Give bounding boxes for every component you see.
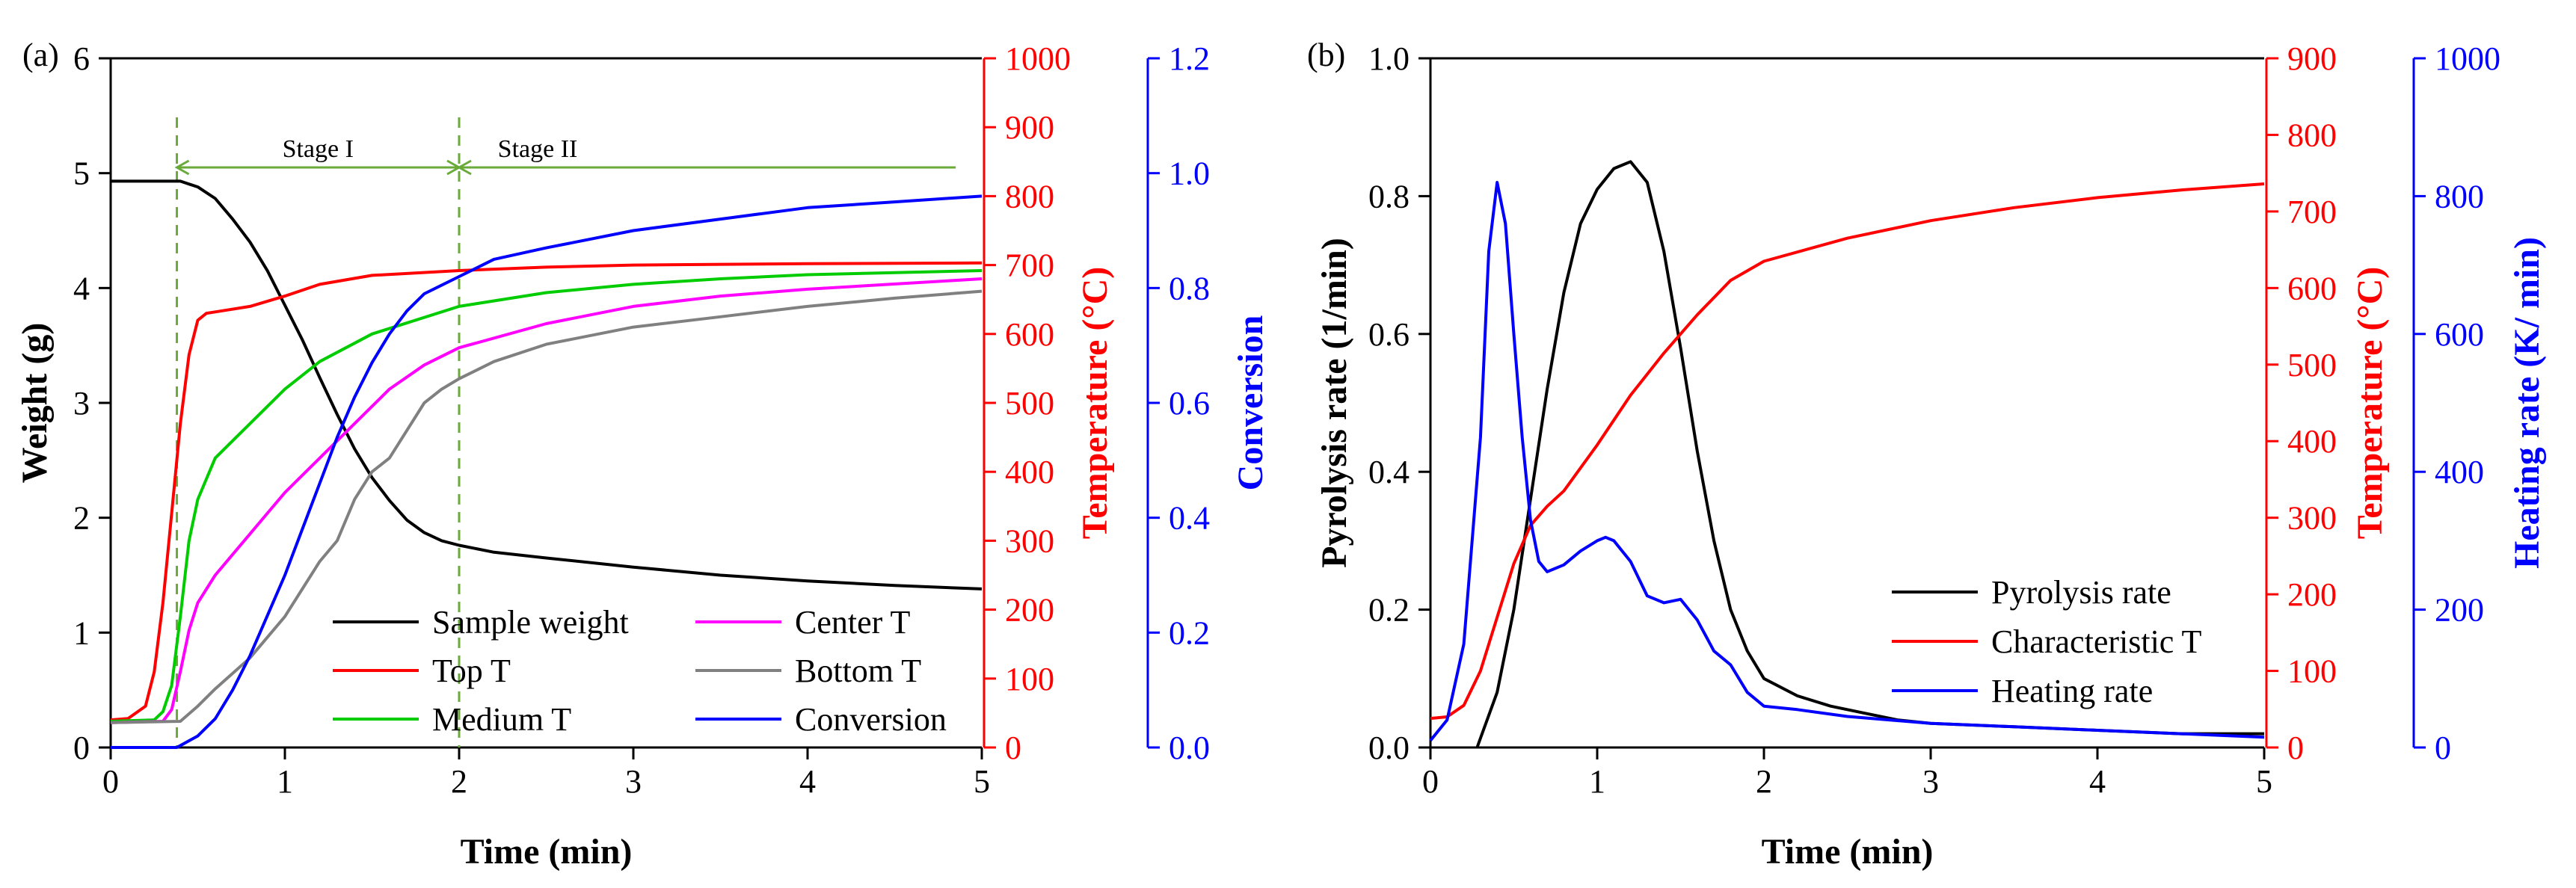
panel-a-legend-label-top-t: Top T bbox=[432, 653, 511, 689]
panel-b-right1-axis-title: Temperature (°C) bbox=[2350, 267, 2390, 539]
panel-a-series-medium-t bbox=[110, 269, 983, 723]
panel-a-series-top-t bbox=[110, 261, 983, 722]
panel-a-stage-label-1: Stage II bbox=[498, 135, 578, 163]
panel-a-label: (a) bbox=[22, 37, 59, 73]
panel-a-series-bottom-t bbox=[110, 289, 983, 724]
panel-a-legend-label-medium-t: Medium T bbox=[432, 701, 571, 738]
panel-a-x-axis-title: Time (min) bbox=[461, 832, 633, 872]
panel-a-right1-tick-label-1: 100 bbox=[1005, 661, 1054, 697]
panel-a-right1-tick-label-2: 200 bbox=[1005, 592, 1054, 629]
panel-b-left-tick-label-3: 0.6 bbox=[1368, 316, 1410, 353]
panel-b-right1-tick-label-0: 0 bbox=[2287, 730, 2304, 766]
panel-b-right2-tick-label-5: 1000 bbox=[2435, 40, 2500, 77]
panel-a-x-tick-label-0: 0 bbox=[102, 763, 119, 800]
panel-b-left-tick-label-4: 0.8 bbox=[1368, 178, 1410, 215]
panel-a-left-tick-label-5: 5 bbox=[73, 155, 90, 192]
panel-b-right1-tick-label-8: 800 bbox=[2287, 117, 2337, 153]
panel-a-right1-tick-label-8: 800 bbox=[1005, 178, 1054, 215]
panel-a-legend-label-conversion: Conversion bbox=[795, 701, 947, 738]
panel-a-stage-arrowhead-2 bbox=[456, 159, 472, 176]
panel-b-left-tick-label-0: 0.0 bbox=[1368, 730, 1410, 766]
panel-b-x-tick-label-2: 2 bbox=[1756, 763, 1772, 800]
panel-b-series-heating-rate bbox=[1429, 181, 2265, 742]
panel-a-left-axis-title: Weight (g) bbox=[15, 323, 55, 484]
panel-b-right2-tick-label-1: 200 bbox=[2435, 592, 2484, 629]
panel-b-right2-tick-label-0: 0 bbox=[2435, 730, 2451, 766]
panel-a-right2-tick-label-0: 0.0 bbox=[1169, 730, 1210, 766]
panel-a-x-tick-label-3: 3 bbox=[625, 763, 642, 800]
panel-b-x-tick-label-1: 1 bbox=[1589, 763, 1605, 800]
panel-b-right1-tick-label-5: 500 bbox=[2287, 347, 2337, 383]
panel-a-legend-label-bottom-t: Bottom T bbox=[795, 653, 921, 689]
panel-a-right1-tick-label-3: 300 bbox=[1005, 522, 1054, 559]
panel-b-right1-tick-label-2: 200 bbox=[2287, 576, 2337, 613]
panel-b: (b) 0 1 2 3 4 5 Time (min) 0.0 0.2 0.4 0.6 0.8 1.0 Pyr… bbox=[1307, 37, 2547, 872]
panel-a-right2-tick-label-4: 0.8 bbox=[1169, 270, 1210, 306]
panel-a-left-tick-label-2: 2 bbox=[73, 500, 90, 537]
panel-b-left-tick-label-1: 0.2 bbox=[1368, 592, 1410, 629]
panel-a-legend-label-center-t: Center T bbox=[795, 604, 910, 641]
panel-b-left-tick-label-5: 1.0 bbox=[1368, 40, 1410, 77]
panel-b-x-tick-label-5: 5 bbox=[2256, 763, 2272, 800]
panel-b-legend-label-pyrolysis-rate: Pyrolysis rate bbox=[1991, 574, 2171, 611]
panel-b-right1-tick-label-6: 600 bbox=[2287, 270, 2337, 306]
panel-b-right2-tick-label-3: 600 bbox=[2435, 316, 2484, 353]
panel-a-right2-tick-label-3: 0.6 bbox=[1169, 385, 1210, 422]
panel-a-right1-tick-label-9: 900 bbox=[1005, 109, 1054, 146]
panel-a-left-tick-label-0: 0 bbox=[73, 730, 90, 766]
panel-b-x-axis-title: Time (min) bbox=[1762, 832, 1934, 872]
panel-a-series-center-t bbox=[110, 277, 983, 724]
panel-a-right1-tick-label-0: 0 bbox=[1005, 730, 1021, 766]
panel-a-right2-tick-label-1: 0.2 bbox=[1169, 614, 1210, 651]
panel-b-right2-tick-label-2: 400 bbox=[2435, 454, 2484, 490]
panel-b-right2-axis-title: Heating rate (K/ min) bbox=[2507, 237, 2547, 569]
panel-a-right2-tick-label-5: 1.0 bbox=[1169, 155, 1210, 192]
panel-a-legend-label-sample-weight: Sample weight bbox=[432, 604, 629, 641]
panel-b-left-axis-title: Pyrolysis rate (1/min) bbox=[1315, 238, 1354, 568]
panel-b-right1-tick-label-7: 700 bbox=[2287, 194, 2337, 230]
panel-a-x-tick-label-2: 2 bbox=[451, 763, 467, 800]
panel-a-left-tick-label-4: 4 bbox=[73, 270, 90, 306]
panel-a-right1-tick-label-7: 700 bbox=[1005, 247, 1054, 284]
panel-a-right1-tick-label-5: 500 bbox=[1005, 385, 1054, 422]
panel-a-right2-tick-label-6: 1.2 bbox=[1169, 40, 1210, 77]
panel-b-right1-tick-label-4: 400 bbox=[2287, 423, 2337, 460]
panel-b-right1-tick-label-9: 900 bbox=[2287, 40, 2337, 77]
panel-a-series-conversion bbox=[111, 194, 983, 749]
panel-b-legend-label-heating-rate: Heating rate bbox=[1991, 673, 2153, 709]
panel-a-series-sample-weight bbox=[111, 179, 983, 591]
panel-a-right2-axis-title: Conversion bbox=[1231, 315, 1270, 491]
panel-b-x-tick-label-0: 0 bbox=[1422, 763, 1439, 800]
panel-a: (a) 0 1 2 3 4 5 Time (min) 0 1 2 3 4 5 6 Weight (g) 0 100… bbox=[15, 37, 1270, 872]
panel-a-stage-label-0: Stage I bbox=[283, 135, 354, 163]
panel-b-label: (b) bbox=[1307, 37, 1345, 73]
panel-b-right1-tick-label-1: 100 bbox=[2287, 653, 2337, 690]
panel-a-left-tick-label-3: 3 bbox=[73, 385, 90, 422]
panel-a-right1-tick-label-6: 600 bbox=[1005, 316, 1054, 353]
panel-b-left-tick-label-2: 0.4 bbox=[1368, 454, 1410, 490]
panel-a-x-tick-label-5: 5 bbox=[974, 763, 990, 800]
panel-b-x-tick-label-4: 4 bbox=[2089, 763, 2106, 800]
panel-b-series-characteristic-t bbox=[1430, 182, 2265, 721]
panel-a-x-tick-label-1: 1 bbox=[277, 763, 293, 800]
panel-a-right1-axis-title: Temperature (°C) bbox=[1075, 267, 1115, 539]
panel-b-x-tick-label-3: 3 bbox=[1922, 763, 1939, 800]
panel-b-right2-tick-label-4: 800 bbox=[2435, 178, 2484, 215]
panel-a-right1-tick-label-4: 400 bbox=[1005, 454, 1054, 490]
panel-a-left-tick-label-1: 1 bbox=[73, 614, 90, 651]
panel-b-right1-tick-label-3: 300 bbox=[2287, 500, 2337, 537]
panel-a-right2-tick-label-2: 0.4 bbox=[1169, 500, 1210, 537]
panel-a-right1-tick-label-10: 1000 bbox=[1005, 40, 1071, 77]
panel-a-stage-arrowhead-0 bbox=[174, 159, 190, 176]
panel-b-legend-label-characteristic-t: Characteristic T bbox=[1991, 623, 2202, 660]
panel-a-x-tick-label-4: 4 bbox=[799, 763, 816, 800]
panel-a-left-tick-label-6: 6 bbox=[73, 40, 90, 77]
